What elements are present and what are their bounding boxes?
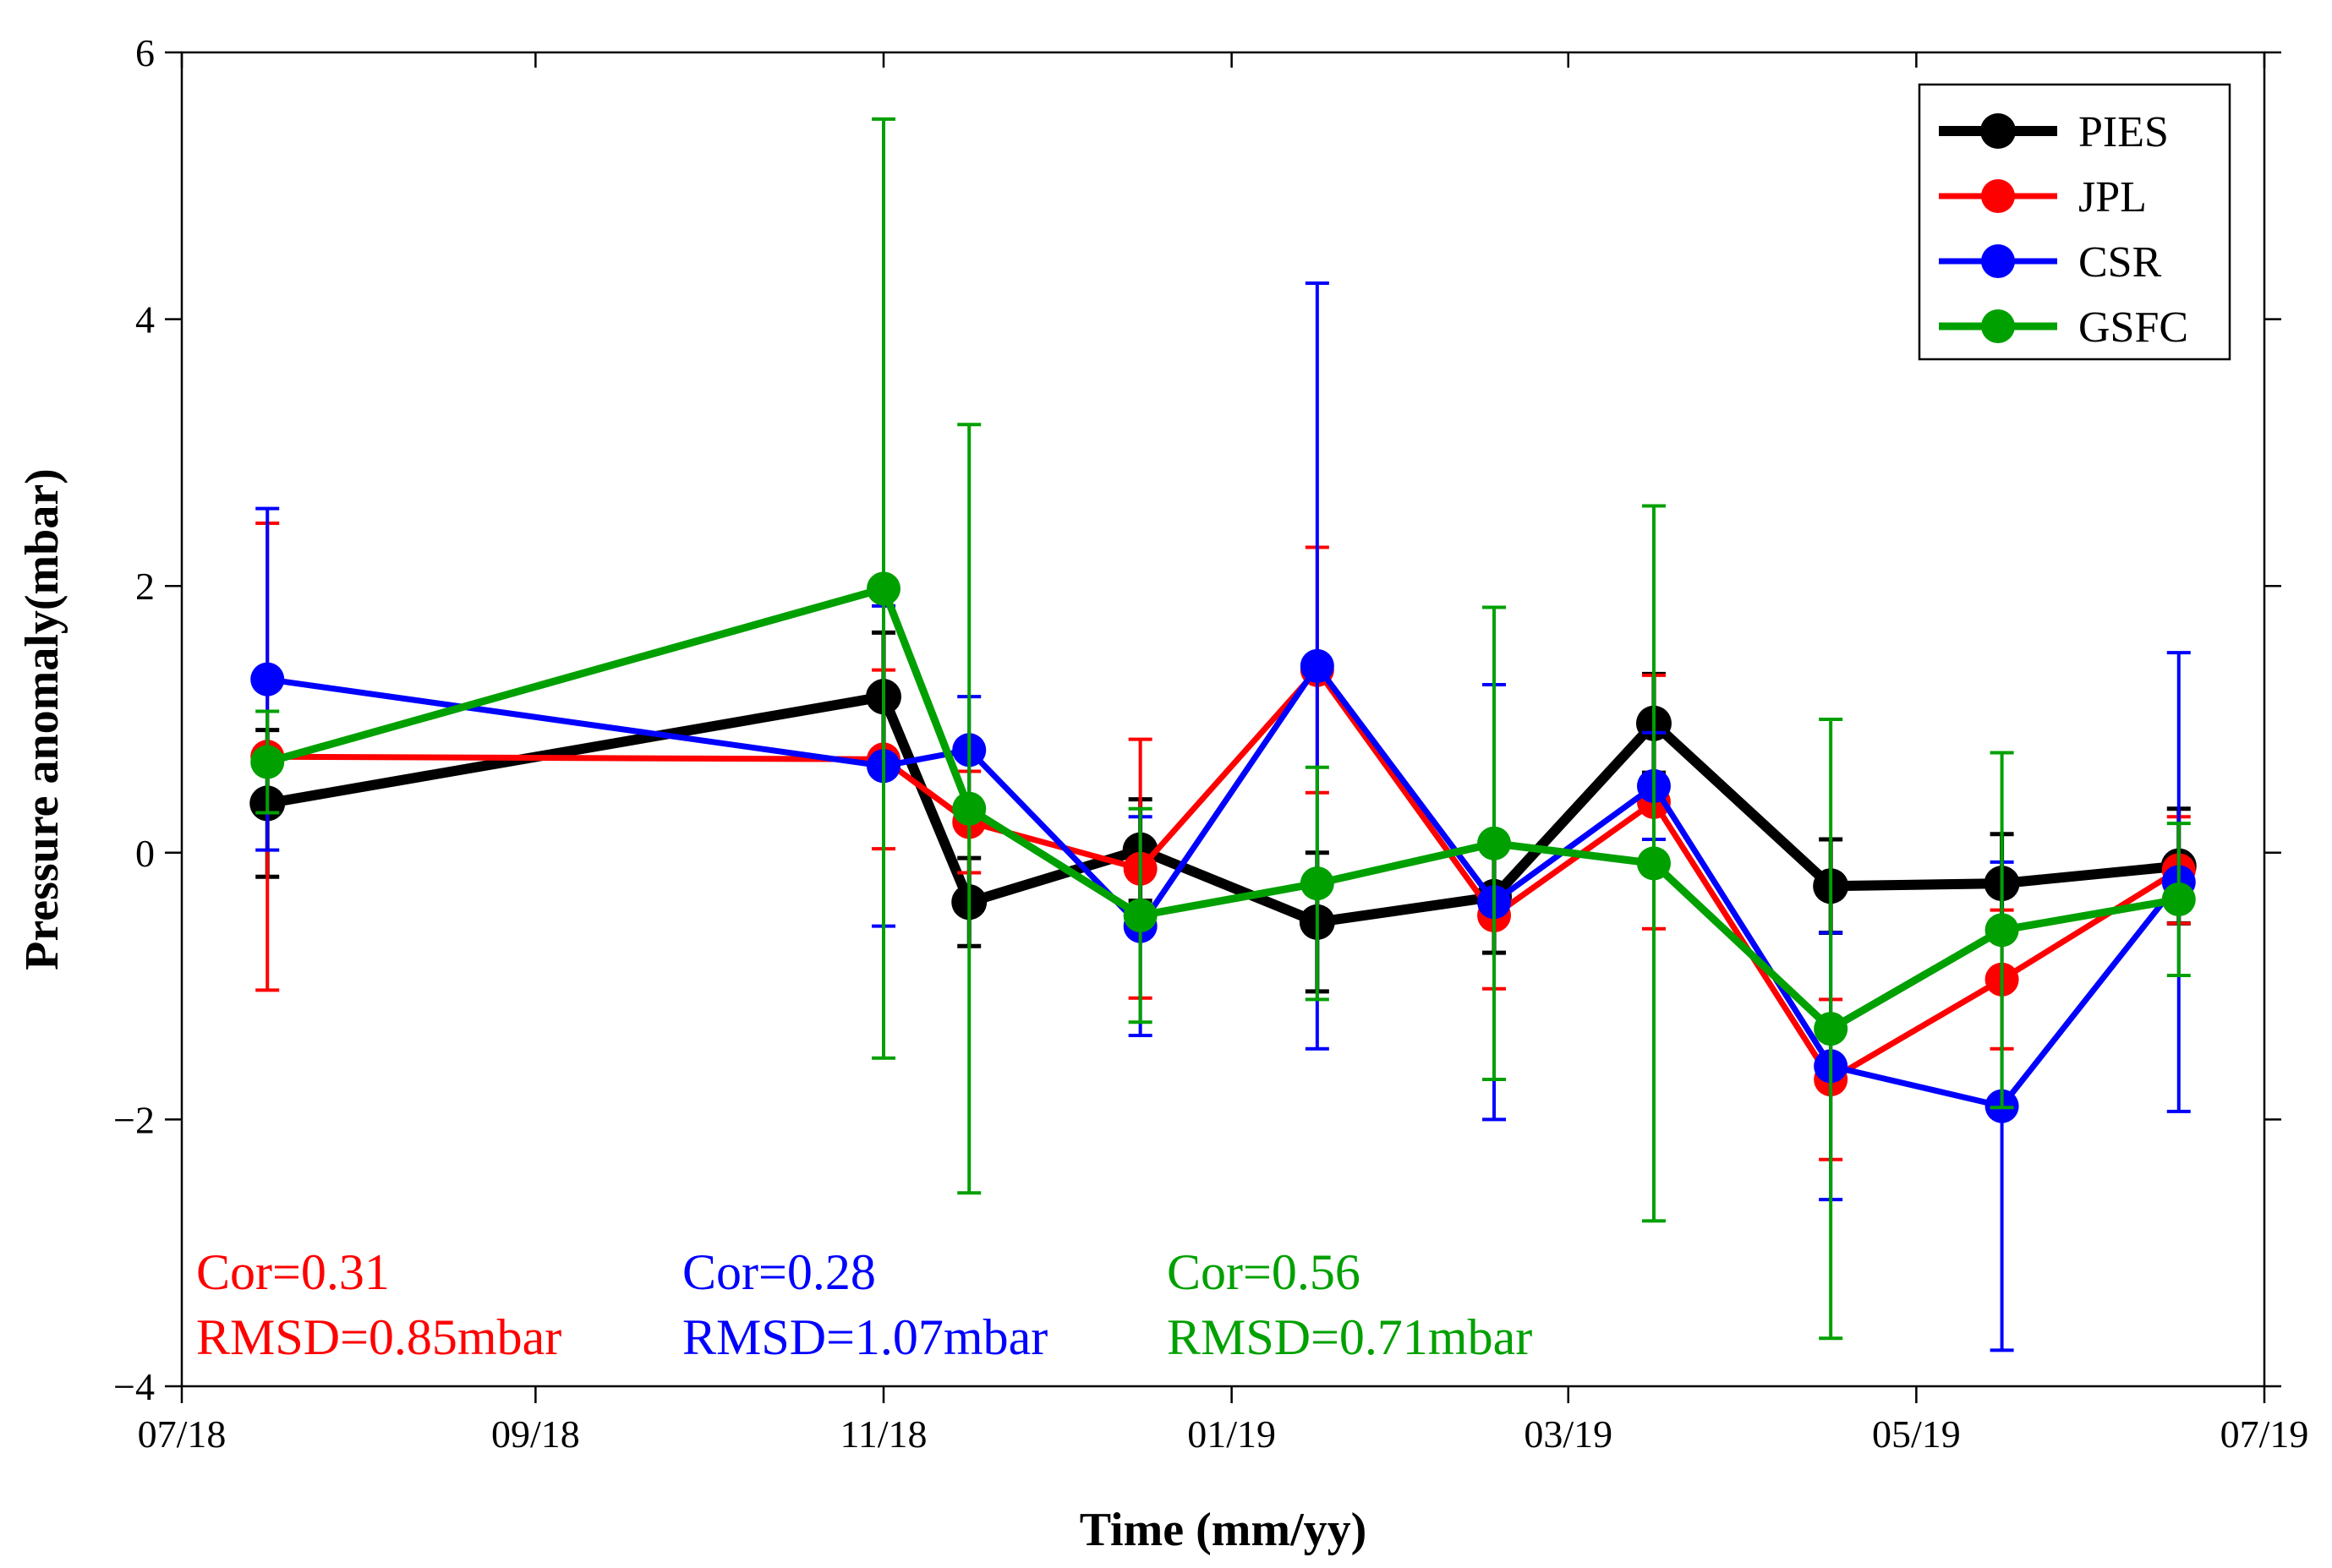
plot-border (180, 51, 2266, 1388)
legend-label: GSFC (2078, 303, 2188, 352)
series-line (266, 663, 2181, 1110)
data-point (250, 745, 285, 779)
stats-annotations: Cor=0.31 RMSD=0.85mbar Cor=0.28 RMSD=1.07mb… (196, 1244, 1532, 1365)
legend: PIES JPL CSR GSFC (1918, 83, 2231, 361)
data-point (1984, 913, 2019, 948)
stat-annotation-line: Cor=0.31 (196, 1244, 390, 1300)
legend-label: JPL (2078, 173, 2147, 221)
stat-annotation-line: RMSD=0.71mbar (1167, 1309, 1532, 1365)
y-tick-label: 4 (135, 298, 155, 341)
stat-annotation-line: Cor=0.56 (1167, 1244, 1360, 1300)
x-tick-label: 07/18 (138, 1412, 227, 1456)
stat-annotation-line: Cor=0.28 (682, 1244, 876, 1300)
x-tick-label: 11/18 (840, 1412, 927, 1456)
y-tick-label: −4 (113, 1365, 155, 1408)
legend-swatch-marker (1981, 309, 2015, 343)
plot-frame (180, 51, 2266, 1388)
legend-swatch-marker (1980, 113, 2016, 149)
y-axis-title: Pressure anomaly(mbar) (16, 468, 68, 970)
data-point (2161, 882, 2196, 917)
series-layer (249, 117, 2197, 1352)
y-tick-label: −2 (113, 1098, 155, 1141)
y-axis: −4 −2 0 2 4 6 (113, 31, 2281, 1408)
y-tick-label: 0 (135, 832, 155, 875)
data-point (866, 571, 901, 606)
y-tick-label: 2 (135, 565, 155, 608)
x-tick-label: 09/18 (491, 1412, 580, 1456)
data-point (1123, 898, 1158, 932)
series-jpl (250, 522, 2196, 1161)
series-csr (250, 281, 2196, 1352)
y-tick-label: 6 (135, 31, 155, 74)
data-point (1300, 648, 1334, 683)
x-axis: 07/18 09/18 11/18 01/19 03/19 05/19 07/19 (138, 52, 2309, 1456)
stat-annotation-line: RMSD=1.07mbar (682, 1309, 1048, 1365)
stat-annotation-line: RMSD=0.85mbar (196, 1309, 561, 1365)
x-axis-title: Time (mm/yy) (1080, 1504, 1367, 1556)
legend-swatch-marker (1981, 179, 2015, 213)
data-point (1477, 826, 1512, 860)
series-line (265, 584, 2180, 1033)
x-tick-label: 05/19 (1872, 1412, 1961, 1456)
x-tick-label: 03/19 (1524, 1412, 1612, 1456)
data-point (952, 791, 987, 826)
series-line (267, 667, 2181, 1083)
series-gsfc (250, 117, 2196, 1341)
data-point (250, 662, 285, 697)
data-point (1300, 866, 1334, 901)
data-point (1814, 1012, 1848, 1046)
legend-label: CSR (2078, 238, 2162, 287)
x-tick-label: 07/19 (2220, 1412, 2309, 1456)
legend-swatch-marker (1981, 244, 2015, 278)
x-tick-label: 01/19 (1187, 1412, 1276, 1456)
legend-label: PIES (2078, 108, 2169, 156)
series-line (266, 691, 2180, 927)
data-point (1636, 846, 1671, 881)
